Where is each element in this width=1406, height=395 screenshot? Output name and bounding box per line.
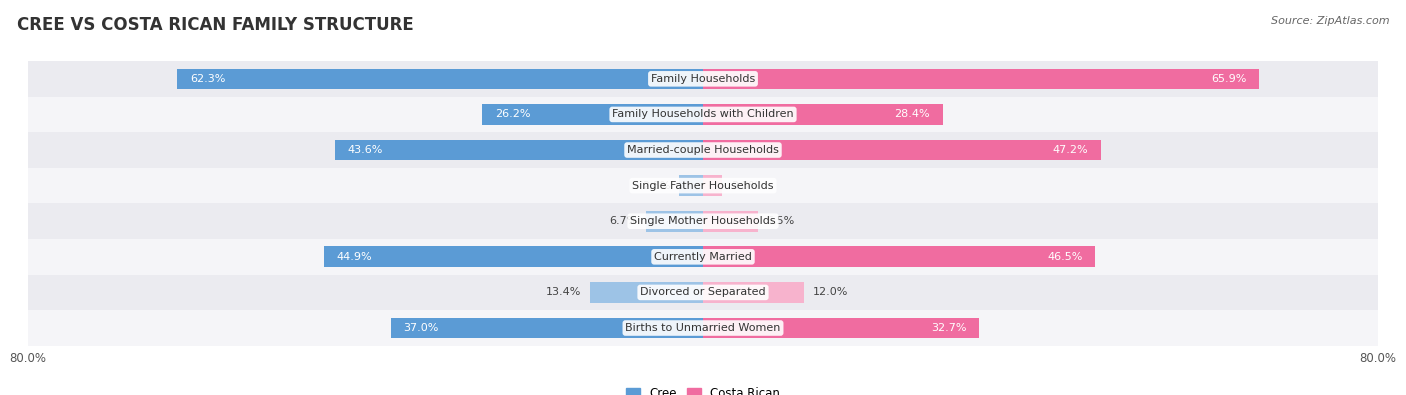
Bar [482, 104, 703, 125]
Text: 62.3%: 62.3% [190, 74, 225, 84]
Bar [28, 275, 1378, 310]
Text: CREE VS COSTA RICAN FAMILY STRUCTURE: CREE VS COSTA RICAN FAMILY STRUCTURE [17, 16, 413, 34]
Text: 13.4%: 13.4% [546, 288, 582, 297]
Text: 2.3%: 2.3% [731, 181, 759, 191]
Bar [703, 211, 758, 231]
Text: Single Father Households: Single Father Households [633, 181, 773, 191]
Bar [335, 140, 703, 160]
Text: Source: ZipAtlas.com: Source: ZipAtlas.com [1271, 16, 1389, 26]
Bar [177, 68, 703, 89]
Bar [28, 203, 1378, 239]
Text: Divorced or Separated: Divorced or Separated [640, 288, 766, 297]
Text: 43.6%: 43.6% [347, 145, 384, 155]
Text: 26.2%: 26.2% [495, 109, 530, 119]
Bar [325, 246, 703, 267]
Bar [591, 282, 703, 303]
Text: 44.9%: 44.9% [337, 252, 373, 262]
Text: Currently Married: Currently Married [654, 252, 752, 262]
Text: Family Households: Family Households [651, 74, 755, 84]
Text: 12.0%: 12.0% [813, 288, 848, 297]
Bar [703, 140, 1101, 160]
Text: 28.4%: 28.4% [894, 109, 929, 119]
Text: Single Mother Households: Single Mother Households [630, 216, 776, 226]
Legend: Cree, Costa Rican: Cree, Costa Rican [621, 383, 785, 395]
Text: 6.7%: 6.7% [610, 216, 638, 226]
Text: 32.7%: 32.7% [931, 323, 966, 333]
Bar [703, 104, 942, 125]
Bar [703, 318, 979, 339]
Bar [28, 97, 1378, 132]
Bar [28, 168, 1378, 203]
Bar [28, 132, 1378, 168]
Bar [703, 246, 1095, 267]
Text: 2.8%: 2.8% [643, 181, 671, 191]
Bar [703, 68, 1258, 89]
Text: 65.9%: 65.9% [1211, 74, 1246, 84]
Text: Births to Unmarried Women: Births to Unmarried Women [626, 323, 780, 333]
Bar [391, 318, 703, 339]
Bar [703, 175, 723, 196]
Text: Married-couple Households: Married-couple Households [627, 145, 779, 155]
Bar [28, 239, 1378, 275]
Text: 37.0%: 37.0% [404, 323, 439, 333]
Bar [703, 282, 804, 303]
Bar [28, 61, 1378, 97]
Text: Family Households with Children: Family Households with Children [612, 109, 794, 119]
Bar [647, 211, 703, 231]
Text: 6.5%: 6.5% [766, 216, 794, 226]
Text: 47.2%: 47.2% [1053, 145, 1088, 155]
Bar [28, 310, 1378, 346]
Text: 46.5%: 46.5% [1047, 252, 1083, 262]
Bar [679, 175, 703, 196]
